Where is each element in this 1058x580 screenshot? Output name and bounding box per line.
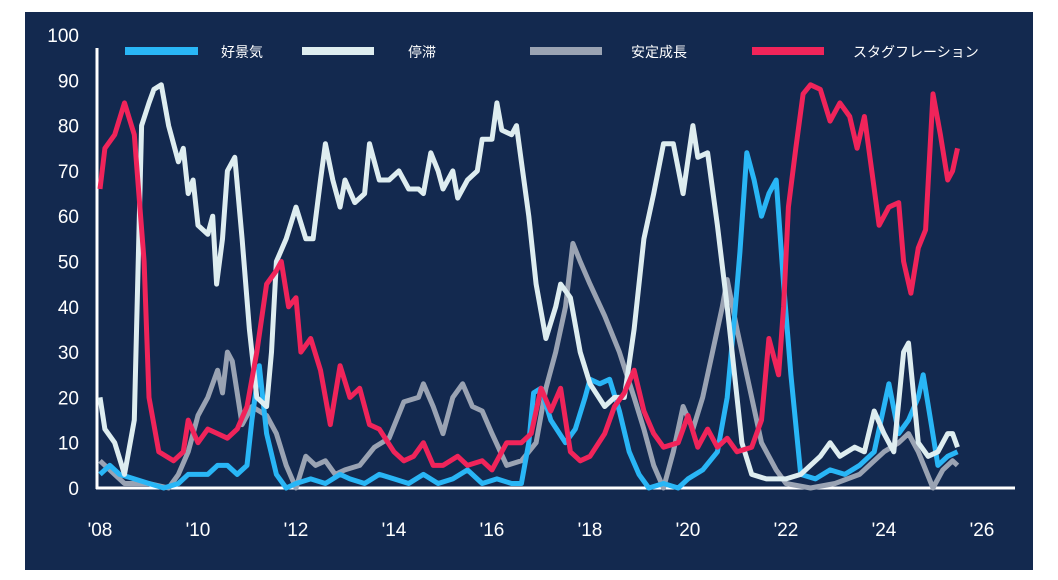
y-tick-label: 0 [68,479,79,500]
y-tick-label: 60 [58,207,79,228]
x-tick-label: '22 [774,520,799,541]
x-tick-label: '16 [480,520,505,541]
y-axis-ticks: 0 10 20 30 40 50 60 70 80 90 100 [47,26,79,500]
y-tick-label: 80 [58,117,79,138]
x-tick-label: '24 [872,520,897,541]
series-line-stagnation [97,82,960,482]
x-tick-label: '08 [88,520,113,541]
y-tick-label: 100 [47,26,79,47]
x-axis-ticks: '08 '10 '12 '14 '16 '18 '20 '22 '24 '26 [88,520,995,541]
x-tick-label: '12 [284,520,309,541]
legend-label-stable-growth: 安定成長 [631,45,687,61]
y-tick-label: 90 [58,71,79,92]
y-tick-label: 10 [58,434,79,455]
legend-swatch-stagflation [752,47,824,55]
x-tick-label: '26 [970,520,995,541]
series-line-stagflation [97,82,960,473]
x-tick-label: '20 [676,520,701,541]
x-tick-label: '14 [382,520,407,541]
y-tick-label: 40 [58,298,79,319]
legend-label-stagnation: 停滞 [408,44,436,61]
x-tick-label: '10 [186,520,211,541]
x-tick-label: '18 [578,520,603,541]
series-line-boom [98,150,959,491]
y-tick-label: 30 [58,343,79,364]
legend-swatch-stable-growth [530,47,602,55]
legend-swatch-boom [125,47,198,55]
legend-label-stagflation: スタグフレーション [853,45,979,61]
legend-label-boom: 好景気 [221,45,263,61]
y-tick-label: 70 [58,162,79,183]
legend: 好景気 停滞 安定成長 スタグフレーション [125,44,979,61]
legend-swatch-stagnation [302,47,374,55]
y-tick-label: 50 [58,253,79,274]
series-lines [97,82,960,491]
chart-panel [25,12,1033,570]
y-tick-label: 20 [58,388,79,409]
